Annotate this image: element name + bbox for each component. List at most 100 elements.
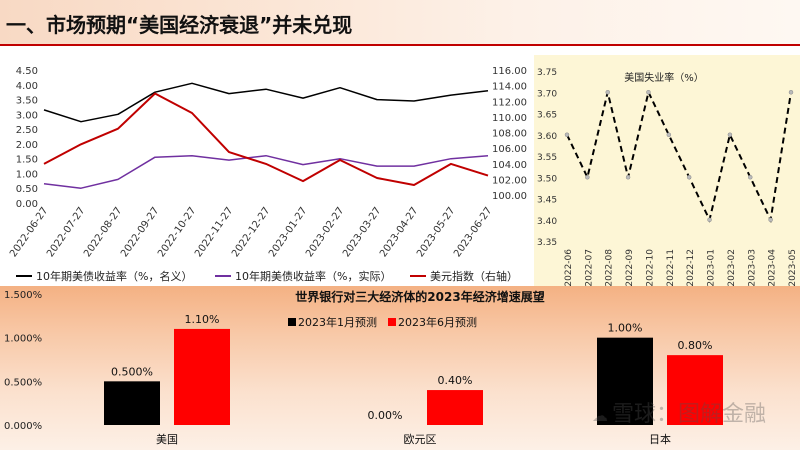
- y-left-tick-label: 3.00: [16, 110, 38, 121]
- growth-bar: [104, 381, 160, 425]
- x-tick-label: 2022-09-27: [119, 205, 161, 259]
- growth-y-tick-label: 0.000%: [4, 421, 42, 432]
- growth-bar-label: 1.00%: [608, 322, 643, 335]
- growth-bar-label: 0.00%: [368, 409, 403, 422]
- x-tick-label: 2023-06-27: [452, 205, 494, 259]
- growth-legend-swatch: [288, 318, 296, 326]
- y-right-tick-label: 108.00: [492, 129, 527, 140]
- unemployment-x-tick-label: 2023-01: [707, 249, 717, 287]
- watermark: ☁ 雪球：图解金融: [592, 396, 766, 428]
- x-tick-label: 2023-04-27: [378, 205, 420, 259]
- series-line: [43, 82, 489, 123]
- unemployment-point: [605, 90, 610, 95]
- watermark-text: 雪球：图解金融: [612, 402, 767, 427]
- growth-bar-label: 0.500%: [111, 365, 153, 378]
- growth-bar: [174, 328, 230, 425]
- y-left-tick-label: 2.50: [16, 125, 38, 136]
- x-tick-label: 2023-05-27: [415, 205, 457, 259]
- unemployment-y-tick-label: 3.70: [537, 89, 557, 99]
- unemployment-point: [585, 175, 590, 180]
- growth-bar: [667, 355, 723, 425]
- y-left-tick-label: 4.00: [16, 81, 38, 92]
- y-right-tick-label: 110.00: [492, 113, 527, 124]
- y-right-tick-label: 114.00: [492, 82, 527, 93]
- unemployment-y-tick-label: 3.45: [537, 196, 557, 206]
- growth-y-tick-label: 1.000%: [4, 334, 42, 345]
- unemployment-x-tick-label: 2022-11: [666, 249, 676, 287]
- unemployment-point: [768, 217, 773, 222]
- growth-y-tick-label: 0.500%: [4, 377, 42, 388]
- unemployment-x-tick-label: 2022-12: [686, 249, 696, 287]
- growth-bar-label: 0.40%: [438, 374, 473, 387]
- growth-bar-label: 0.80%: [678, 339, 713, 352]
- unemployment-y-tick-label: 3.60: [537, 132, 557, 142]
- y-right-tick-label: 106.00: [492, 144, 527, 155]
- legend-label: 美元指数（右轴）: [430, 269, 518, 283]
- growth-category-label: 欧元区: [404, 433, 437, 446]
- series-line: [43, 154, 489, 189]
- page-title: 一、市场预期“美国经济衰退”并未兑现: [6, 13, 353, 37]
- unemployment-x-tick-label: 2022-07: [584, 249, 594, 287]
- unemployment-x-tick-label: 2022-06: [564, 249, 574, 287]
- unemployment-point: [727, 132, 733, 137]
- y-right-tick-label: 102.00: [492, 176, 527, 187]
- legend-label: 10年期美债收益率（%，实际）: [235, 269, 391, 283]
- series-line: [43, 92, 489, 186]
- unemployment-point: [666, 132, 672, 137]
- x-tick-label: 2022-08-27: [82, 205, 124, 259]
- x-tick-label: 2022-12-27: [230, 205, 272, 259]
- title-divider: [0, 44, 800, 46]
- legend-label: 10年期美债收益率（%，名义）: [36, 269, 192, 283]
- unemployment-point: [686, 175, 692, 180]
- y-right-tick-label: 116.00: [492, 66, 527, 77]
- growth-category-label: 美国: [156, 433, 178, 446]
- growth-legend-swatch: [388, 318, 396, 326]
- unemployment-point: [564, 132, 570, 137]
- unemployment-line: [566, 89, 792, 224]
- unemployment-y-tick-label: 3.75: [537, 68, 557, 78]
- header-band: 一、市场预期“美国经济衰退”并未兑现: [0, 0, 800, 44]
- unemployment-point: [625, 175, 631, 180]
- y-left-tick-label: 0.50: [16, 184, 38, 195]
- unemployment-y-tick-label: 3.55: [537, 153, 557, 163]
- growth-bar: [597, 337, 653, 425]
- y-left-tick-label: 2.00: [16, 140, 38, 151]
- y-left-tick-label: 1.00: [16, 169, 38, 180]
- y-left-tick-label: 4.50: [16, 66, 38, 77]
- unemployment-point: [748, 175, 753, 180]
- unemployment-point: [707, 217, 712, 222]
- unemployment-panel: [534, 55, 800, 286]
- y-left-tick-label: 1.50: [16, 155, 38, 166]
- growth-bar: [427, 390, 483, 425]
- unemployment-y-tick-label: 3.65: [537, 111, 557, 121]
- x-tick-label: 2022-07-27: [45, 205, 87, 259]
- unemployment-x-tick-label: 2022-08: [605, 249, 615, 287]
- unemployment-point: [788, 90, 794, 95]
- growth-y-tick-label: 1.500%: [4, 290, 42, 301]
- unemployment-x-tick-label: 2022-09: [625, 249, 635, 287]
- growth-chart-title: 世界银行对三大经济体的2023年经济增速展望: [295, 289, 544, 304]
- y-left-tick-label: 3.50: [16, 96, 38, 107]
- unemployment-x-tick-label: 2023-02: [727, 249, 737, 287]
- unemployment-x-tick-label: 2023-05: [788, 249, 798, 287]
- x-tick-label: 2022-06-27: [8, 205, 50, 259]
- unemployment-x-tick-label: 2023-03: [747, 249, 757, 287]
- y-right-tick-label: 112.00: [492, 97, 527, 108]
- growth-category-label: 日本: [649, 432, 671, 446]
- x-tick-label: 2022-11-27: [193, 205, 235, 259]
- unemployment-title: 美国失业率（%）: [624, 71, 704, 84]
- unemployment-x-tick-label: 2023-04: [768, 249, 778, 287]
- unemployment-x-tick-label: 2022-10: [645, 249, 655, 287]
- growth-legend-label: 2023年1月预测: [298, 315, 377, 329]
- unemployment-y-tick-label: 3.40: [537, 217, 557, 227]
- x-tick-label: 2022-10-27: [156, 205, 198, 259]
- growth-bar-label: 1.10%: [185, 313, 220, 326]
- x-tick-label: 2023-02-27: [304, 205, 346, 259]
- x-tick-label: 2023-03-27: [341, 205, 383, 259]
- y-right-tick-label: 100.00: [492, 191, 527, 202]
- wechat-icon: ☁: [592, 406, 608, 425]
- unemployment-point: [646, 90, 651, 95]
- y-left-tick-label: 0.00: [16, 199, 38, 210]
- x-tick-label: 2023-01-27: [267, 205, 309, 259]
